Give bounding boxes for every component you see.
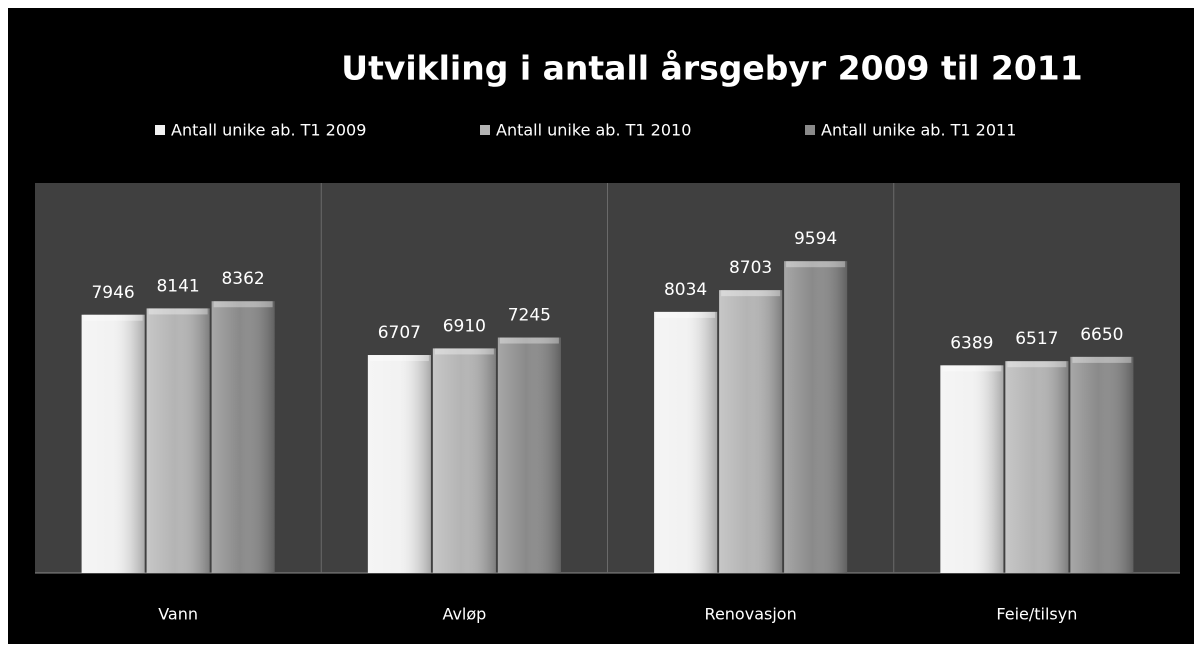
- bar-shade: [1005, 361, 1069, 573]
- data-label: 6707: [378, 323, 421, 343]
- bar-shade: [81, 314, 145, 573]
- bar-bevel: [499, 337, 559, 344]
- legend-marker: [155, 125, 165, 135]
- legend-label: Antall unike ab. T1 2010: [496, 121, 691, 140]
- bar-bevel: [434, 348, 494, 355]
- data-label: 9594: [794, 229, 837, 249]
- bar-bevel: [1072, 356, 1132, 363]
- bar-shade: [1070, 356, 1134, 573]
- legend-marker: [480, 125, 490, 135]
- data-label: 8141: [156, 276, 199, 296]
- bar-bevel: [942, 365, 1002, 372]
- data-label: 7245: [508, 306, 551, 326]
- bar-bevel: [721, 290, 781, 297]
- bar-bevel: [148, 308, 208, 315]
- bar-shade: [719, 290, 783, 573]
- data-label: 6650: [1080, 325, 1123, 345]
- bar-bevel: [213, 301, 273, 308]
- bar-shade: [432, 348, 496, 573]
- bar-shade: [367, 355, 431, 573]
- bar-shade: [940, 365, 1004, 573]
- legend-label: Antall unike ab. T1 2011: [821, 121, 1016, 140]
- x-tick-label: Vann: [158, 605, 198, 624]
- bar-bevel: [1007, 361, 1067, 368]
- bar-shade: [146, 308, 210, 573]
- bar-bevel: [369, 355, 429, 362]
- data-label: 6517: [1015, 329, 1058, 349]
- data-label: 8362: [221, 269, 264, 289]
- chart-title: Utvikling i antall årsgebyr 2009 til 201…: [341, 49, 1082, 88]
- bar-bevel: [83, 314, 143, 321]
- x-tick-label: Avløp: [442, 605, 486, 624]
- data-label: 6910: [443, 316, 486, 336]
- legend-marker: [805, 125, 815, 135]
- bar-shade: [654, 311, 718, 573]
- bar-shade: [497, 337, 561, 573]
- bar-shade: [211, 301, 275, 573]
- data-label: 6389: [950, 333, 993, 353]
- data-label: 7946: [91, 283, 134, 303]
- bar-bevel: [656, 311, 716, 318]
- bar-bevel: [786, 261, 846, 268]
- data-label: 8703: [729, 258, 772, 278]
- legend-label: Antall unike ab. T1 2009: [171, 121, 366, 140]
- x-tick-label: Renovasjon: [705, 605, 797, 624]
- bar-shade: [784, 261, 848, 573]
- x-tick-label: Feie/tilsyn: [996, 605, 1077, 624]
- data-label: 8034: [664, 280, 707, 300]
